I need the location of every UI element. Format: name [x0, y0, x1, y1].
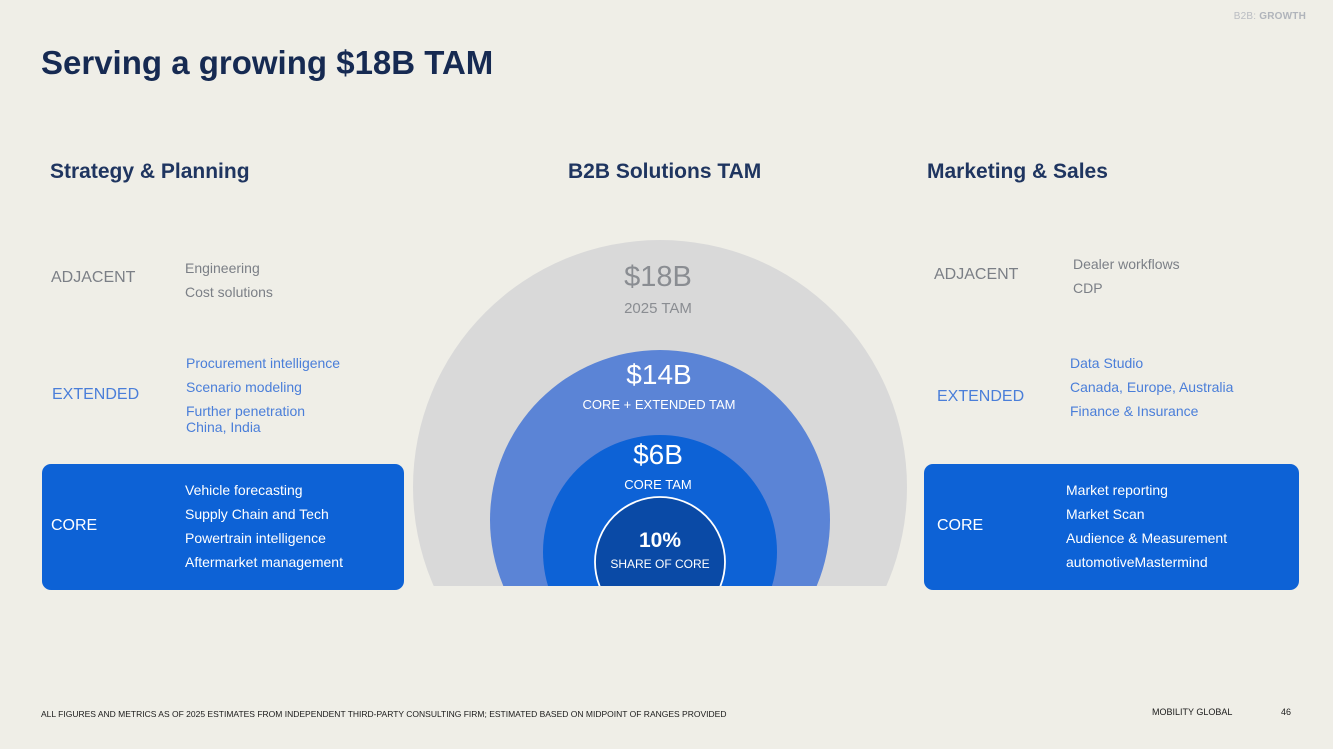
- tam-label-core: CORE TAM: [624, 477, 691, 492]
- list-item: CDP: [1073, 280, 1103, 296]
- list-item: Canada, Europe, Australia: [1070, 379, 1234, 395]
- list-item: Vehicle forecasting: [185, 482, 303, 498]
- right-adjacent-label: ADJACENT: [934, 266, 1019, 283]
- list-item: China, India: [186, 419, 261, 435]
- list-item: Dealer workflows: [1073, 256, 1180, 272]
- tam-heading: B2B Solutions TAM: [568, 160, 762, 183]
- right-extended-list: Data Studio Canada, Europe, Australia Fi…: [1070, 351, 1233, 423]
- left-adjacent-list: Engineering Cost solutions: [185, 256, 273, 304]
- right-core-label: CORE: [937, 517, 984, 534]
- strategy-heading: Strategy & Planning: [50, 160, 250, 183]
- list-item: Further penetration: [186, 403, 306, 419]
- footnote: ALL FIGURES AND METRICS AS OF 2025 ESTIM…: [41, 709, 727, 719]
- left-core-list: Vehicle forecasting Supply Chain and Tec…: [185, 478, 343, 574]
- left-extended-label: EXTENDED: [52, 386, 140, 403]
- list-item: Procurement intelligence: [186, 355, 341, 371]
- list-item: Engineering: [185, 260, 260, 276]
- brand-label: MOBILITY GLOBAL: [1152, 707, 1233, 717]
- list-item: Scenario modeling: [186, 379, 302, 395]
- tam-value-extended: $14B: [626, 359, 691, 390]
- marketing-heading: Marketing & Sales: [927, 160, 1108, 183]
- list-item: Cost solutions: [185, 284, 273, 300]
- list-item: Audience & Measurement: [1066, 530, 1228, 546]
- tam-value-outer: $18B: [624, 261, 692, 293]
- right-adjacent-list: Dealer workflows CDP: [1073, 252, 1180, 300]
- list-item: Aftermarket management: [185, 554, 343, 570]
- list-item: automotiveMastermind: [1066, 554, 1208, 570]
- right-extended-label: EXTENDED: [937, 388, 1025, 405]
- list-item: Data Studio: [1070, 355, 1144, 371]
- tam-value-share: 10%: [639, 529, 681, 552]
- list-item: Market reporting: [1066, 482, 1168, 498]
- tam-value-core: $6B: [633, 439, 683, 470]
- tam-ring-share: [594, 496, 726, 586]
- list-item: Supply Chain and Tech: [185, 506, 329, 522]
- tam-label-extended: CORE + EXTENDED TAM: [582, 397, 735, 412]
- list-item: Finance & Insurance: [1070, 403, 1199, 419]
- left-core-label: CORE: [51, 517, 98, 534]
- right-core-box: CORE Market reporting Market Scan Audien…: [924, 464, 1299, 590]
- section-tag: B2B: GROWTH: [1233, 11, 1306, 22]
- right-core-list: Market reporting Market Scan Audience & …: [1066, 478, 1227, 574]
- list-item: Powertrain intelligence: [185, 530, 326, 546]
- list-item: Market Scan: [1066, 506, 1145, 522]
- page-number: 46: [1281, 707, 1292, 717]
- tam-label-share: SHARE OF CORE: [610, 557, 709, 571]
- tam-label-outer: 2025 TAM: [624, 300, 692, 317]
- page-title: Serving a growing $18B TAM: [41, 44, 494, 81]
- left-extended-list: Procurement intelligence Scenario modeli…: [186, 351, 340, 435]
- left-adjacent-label: ADJACENT: [51, 269, 136, 286]
- left-core-box: CORE Vehicle forecasting Supply Chain an…: [42, 464, 404, 590]
